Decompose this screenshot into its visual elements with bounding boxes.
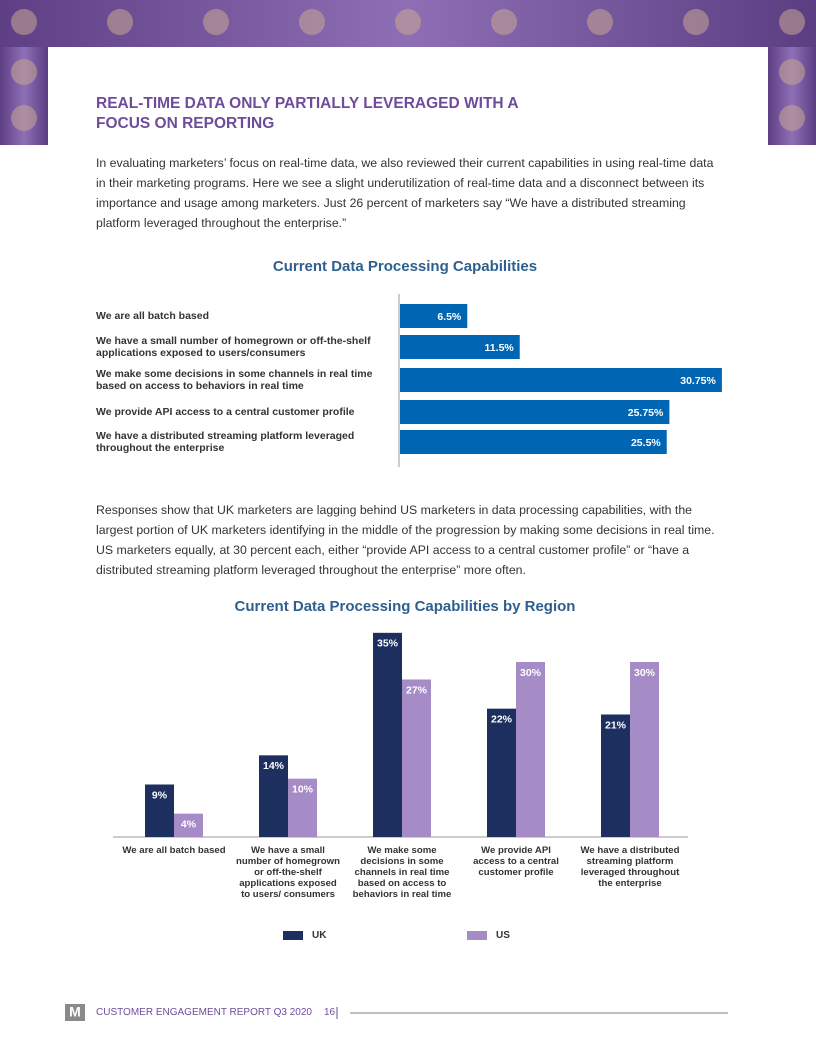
x-tick-label: We have a distributed streaming platform… [580,845,680,889]
bar [487,708,516,837]
bar [145,784,174,837]
x-tick-label: We are all batch based [122,845,226,856]
x-tick-label: We have a small number of homegrown or o… [236,845,340,900]
x-tick-label: We provide API access to a central custo… [473,845,559,878]
bar [400,368,722,392]
legend-label: UK [312,930,327,941]
bar [400,335,520,359]
paragraph: In evaluating marketers’ focus on real-t… [96,156,714,230]
bar [601,714,630,837]
value-label: 25.75% [628,407,664,419]
value-label: 25.5% [631,437,661,449]
legend-swatch [467,931,487,940]
legend-label: US [496,930,510,941]
value-label: 9% [152,789,168,801]
bar [400,304,468,328]
bar [288,778,317,837]
value-label: 30% [520,667,542,679]
footer-text: CUSTOMER ENGAGEMENT REPORT Q3 2020 [96,1007,312,1018]
bar [400,400,670,424]
category-label: We have a distributed streaming platform… [96,430,355,454]
value-label: 10% [292,783,314,795]
faces [11,9,805,131]
value-label: 35% [377,638,399,650]
bar [373,632,402,837]
value-label: 22% [491,713,513,725]
bar [630,662,659,837]
bar [402,679,431,837]
chart-title: Current Data Processing Capabilities by … [234,598,576,615]
logo: M [69,1004,81,1020]
category-label: We have a small number of homegrown or o… [96,335,371,359]
logo-box [65,1004,85,1021]
value-label: 30.75% [680,375,716,387]
bar [259,755,288,837]
value-label: 14% [263,760,285,772]
x-tick-label: We make some decisions in some channels … [352,845,452,900]
bar [400,430,667,454]
bar [174,813,203,837]
paragraph: Responses show that UK marketers are lag… [96,503,715,577]
value-label: 30% [634,667,656,679]
bar [516,662,545,837]
legend-swatch [283,931,303,940]
category-label: We provide API access to a central custo… [96,406,355,418]
value-label: 6.5% [437,311,462,323]
category-label: We are all batch based [96,310,210,322]
chart-title: Current Data Processing Capabilities [272,258,538,275]
value-label: 4% [181,818,197,830]
value-label: 11.5% [485,342,515,354]
category-label: We make some decisions in some channels … [96,368,373,392]
page-number: 16 [324,1007,336,1018]
value-label: 27% [406,684,428,696]
heading: REAL-TIME DATA ONLY PARTIALLY LEVERAGED … [96,95,518,132]
value-label: 21% [605,719,627,731]
